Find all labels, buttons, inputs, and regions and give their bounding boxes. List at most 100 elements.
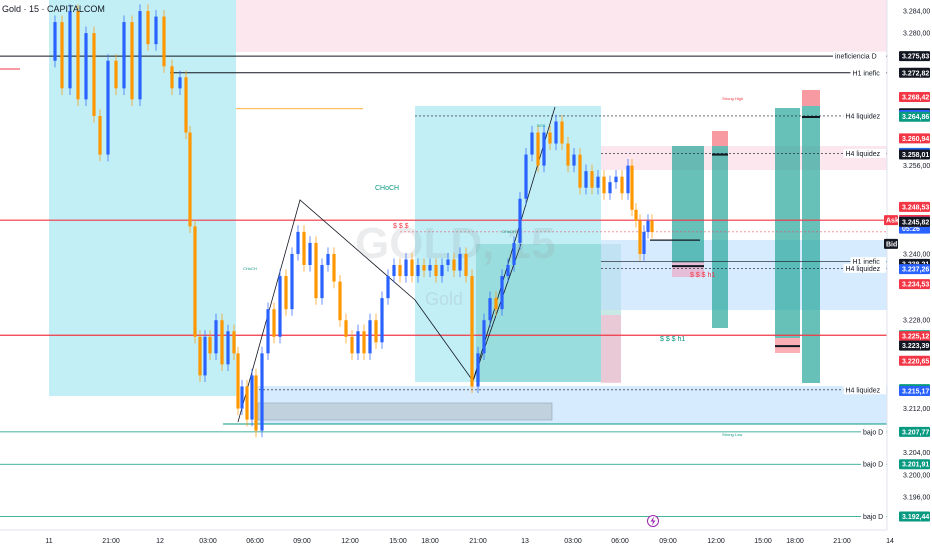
time-tick-label: 12:00 <box>707 538 725 545</box>
price-tag-label: 3.258,01 <box>902 152 929 159</box>
time-tick-label: 13 <box>521 538 529 545</box>
level-label: ineficiencia D <box>835 54 877 61</box>
candle-body <box>53 22 57 61</box>
time-tick-label: 15:00 <box>754 538 772 545</box>
grey-box <box>257 402 553 421</box>
candle-body <box>530 132 534 155</box>
price-axis-ticks: 3.284,00 3.280,00 3.256,00 3.240,00 3.228,00… <box>903 9 930 502</box>
price-tag-label: 3.275,83 <box>902 54 929 61</box>
price-tags: 3.275,833.272,823.268,423.265,493.265,16… <box>884 51 930 522</box>
level-label: H4 liquidez <box>846 266 881 273</box>
candle-body <box>368 320 372 354</box>
candle-body <box>130 22 134 100</box>
price-tag-label: 3.223,39 <box>902 343 929 350</box>
price-tag <box>899 355 930 366</box>
candle-body <box>198 336 202 376</box>
green-box-2 <box>712 146 728 328</box>
time-tick-label: 03:00 <box>199 538 217 545</box>
price-tag-label: 3.215,17 <box>902 389 929 396</box>
level-label-bg <box>850 257 886 267</box>
candle-body <box>220 320 224 365</box>
candle-body <box>114 60 118 89</box>
price-tick-label: 3.212,00 <box>903 406 930 413</box>
trend-line <box>472 243 522 382</box>
level-label-bg <box>843 263 886 273</box>
candle-body <box>245 386 249 420</box>
price-tick-label: 3.280,00 <box>903 31 930 38</box>
candle-body <box>232 331 236 354</box>
candle-body <box>584 171 588 188</box>
green-box-3 <box>775 108 800 338</box>
candles <box>53 4 654 438</box>
time-tick-label: 06:00 <box>246 538 264 545</box>
time-tick-label: 14 <box>886 538 894 545</box>
candle-body <box>626 165 630 194</box>
time-tick-label: 09:00 <box>293 538 311 545</box>
candle-body <box>332 253 336 282</box>
time-tick-label: 21:00 <box>102 538 120 545</box>
time-tick-label: 21:00 <box>469 538 487 545</box>
strong-high-label: Strong High <box>722 96 743 101</box>
price-tag-label: 3.225,12 <box>902 334 929 341</box>
candle-body <box>154 16 158 45</box>
price-tag-label: 3.272,82 <box>902 70 929 77</box>
candle-body <box>296 231 300 254</box>
price-tag-label: 3.192,44 <box>902 514 929 521</box>
candle-body <box>536 132 540 166</box>
price-tag <box>899 331 930 342</box>
level-label-bg <box>850 68 886 78</box>
choch-label: CHoCH <box>502 229 516 234</box>
price-tick-label: 3.200,00 <box>903 472 930 479</box>
price-tag <box>899 111 930 122</box>
price-tag <box>899 264 930 275</box>
price-tag <box>899 133 930 144</box>
candle-body <box>250 375 254 420</box>
candle-body <box>254 375 258 431</box>
chart-title: Gold · 15 · CAPITALCOM <box>2 4 105 14</box>
candle-body <box>203 336 207 376</box>
price-tag-label: 3.220,65 <box>902 358 929 365</box>
candle-body <box>630 165 634 210</box>
time-axis-ticks: 11 21:00 12 03:00 06:00 09:00 12:00 15:00 18:00 2… <box>45 538 894 545</box>
price-tag <box>899 386 930 397</box>
candle-body <box>76 11 80 100</box>
candle-body <box>650 220 654 232</box>
price-tag <box>899 511 930 522</box>
candle-body <box>260 353 264 431</box>
candle-body <box>392 265 396 277</box>
candle-body <box>602 176 606 194</box>
candle-body <box>554 121 558 144</box>
price-tick-label: 3.204,00 <box>903 450 930 457</box>
candle-body <box>614 176 618 183</box>
choch-label: CHoCH <box>243 266 257 271</box>
candle-body <box>440 265 444 277</box>
level-label: bajo D <box>863 462 883 469</box>
level-label-bg <box>861 512 886 522</box>
candle-body <box>106 60 110 155</box>
candle-body <box>380 298 384 343</box>
candle-body <box>362 331 366 354</box>
candle-body <box>458 253 462 271</box>
price-tag-label: 3.234,53 <box>902 282 929 289</box>
candle-body <box>452 259 456 271</box>
candle-body <box>350 336 354 354</box>
level-label-bg <box>843 148 886 158</box>
price-tag-label: 3.245,82 <box>902 219 929 226</box>
candle-body <box>226 331 230 365</box>
candle-body <box>488 298 492 321</box>
candle-body <box>596 176 600 188</box>
candle-body <box>314 242 318 299</box>
candle-body <box>422 265 426 271</box>
time-tick-label: 12 <box>156 538 164 545</box>
lightning-icon[interactable] <box>647 515 659 527</box>
bid-tag-label: Bid <box>886 241 897 248</box>
cyan-zone-mid <box>415 106 601 382</box>
level-label-bg <box>843 385 886 395</box>
candle-body <box>356 331 360 354</box>
candle-body <box>572 154 576 166</box>
candle-body <box>266 309 270 354</box>
candle-body <box>578 154 582 188</box>
candle-body <box>138 11 142 100</box>
green-box-4 <box>802 106 820 383</box>
